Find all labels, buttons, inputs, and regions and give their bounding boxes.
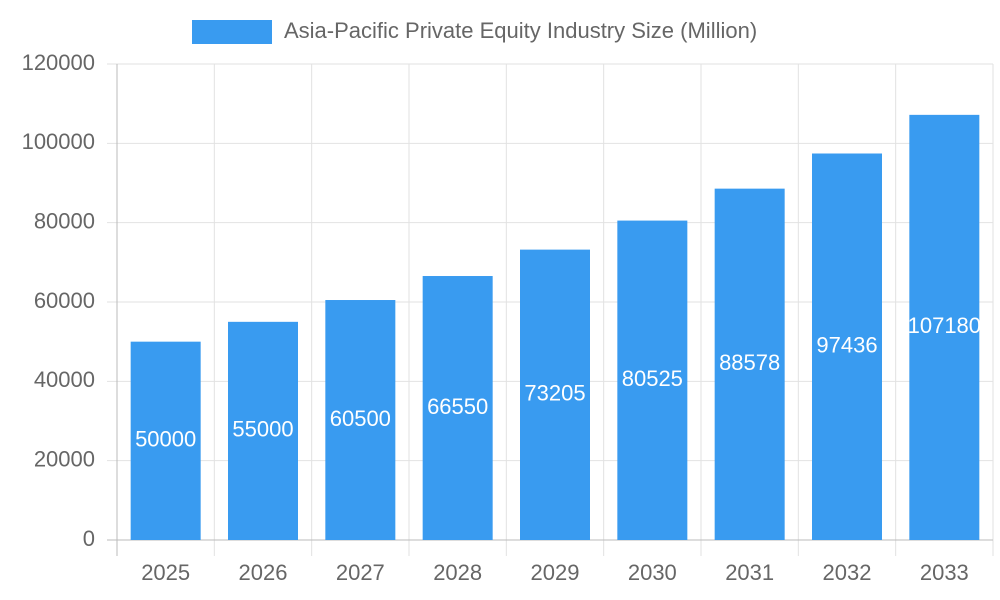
legend-swatch[interactable] [192,20,272,44]
x-tick-label: 2026 [239,560,288,585]
y-tick-label: 120000 [22,50,95,75]
y-tick-label: 0 [83,526,95,551]
bar [422,276,493,540]
y-tick-label: 20000 [34,446,95,471]
y-tick-label: 60000 [34,288,95,313]
bar [325,300,396,540]
bar [909,114,980,541]
data-label: 60500 [330,406,391,431]
bar [812,153,882,541]
data-label: 66550 [427,394,488,419]
bar [130,341,201,540]
x-tick-label: 2031 [725,560,774,585]
x-tick-label: 2027 [336,560,385,585]
data-label: 50000 [135,427,196,452]
data-label: 107180 [908,313,981,338]
data-label: 88578 [719,350,780,375]
bar [617,220,688,540]
bar [520,249,590,540]
x-tick-label: 2028 [433,560,482,585]
x-tick-label: 2032 [823,560,872,585]
x-tick-label: 2033 [920,560,969,585]
x-tick-label: 2030 [628,560,677,585]
x-tick-label: 2025 [141,560,190,585]
bar [228,321,298,540]
y-tick-label: 40000 [34,367,95,392]
data-label: 80525 [622,366,683,391]
y-tick-label: 80000 [34,208,95,233]
data-label: 73205 [524,381,585,406]
bar [714,188,785,540]
data-label: 97436 [816,333,877,358]
legend-label[interactable]: Asia-Pacific Private Equity Industry Siz… [284,18,757,43]
data-label: 55000 [232,417,293,442]
x-tick-label: 2029 [531,560,580,585]
y-tick-label: 100000 [22,129,95,154]
